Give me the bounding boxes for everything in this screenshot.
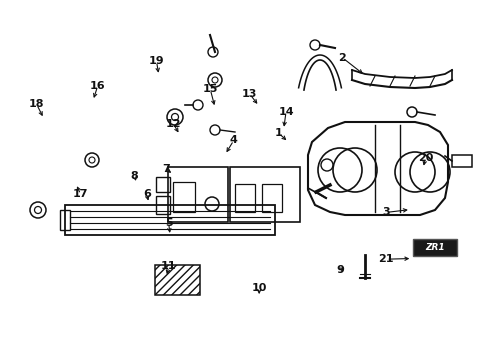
Bar (412, 239, 456, 256)
Text: 14: 14 (278, 107, 293, 117)
Bar (156, 196, 170, 214)
Text: 13: 13 (241, 89, 257, 99)
Text: 19: 19 (148, 56, 164, 66)
Text: 17: 17 (73, 189, 88, 199)
Text: 10: 10 (251, 283, 266, 293)
Bar (173, 182, 195, 212)
Bar (451, 155, 471, 167)
Bar (65, 205, 274, 235)
Text: 18: 18 (29, 99, 44, 109)
Text: 21: 21 (378, 254, 393, 264)
Text: 9: 9 (335, 265, 343, 275)
Bar (229, 167, 299, 222)
Text: 8: 8 (130, 171, 138, 181)
Bar (156, 177, 170, 192)
Text: 15: 15 (202, 84, 218, 94)
Bar (262, 184, 282, 212)
Text: 4: 4 (229, 135, 237, 145)
Text: 16: 16 (90, 81, 105, 91)
Text: 20: 20 (417, 153, 432, 163)
Text: 7: 7 (162, 164, 170, 174)
Text: 12: 12 (165, 119, 181, 129)
Text: 3: 3 (382, 207, 389, 217)
Bar (60, 210, 70, 230)
Bar (168, 167, 227, 222)
Text: 11: 11 (161, 261, 176, 271)
Text: ZR1: ZR1 (425, 243, 444, 252)
Text: 6: 6 (142, 189, 150, 199)
Text: 5: 5 (164, 218, 172, 228)
Bar (155, 265, 200, 295)
Text: 1: 1 (274, 128, 282, 138)
Bar (235, 184, 254, 212)
Text: 2: 2 (338, 53, 346, 63)
